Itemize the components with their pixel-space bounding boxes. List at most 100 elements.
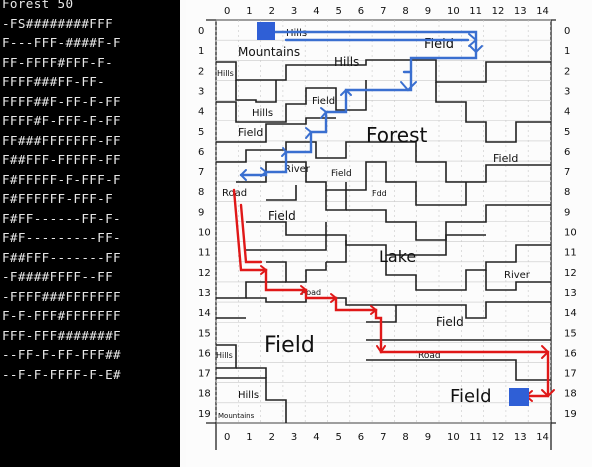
row-label-left: 19	[198, 409, 211, 420]
col-label-top: 14	[536, 6, 549, 17]
region-label-hills-4: Hills	[252, 108, 273, 119]
row-label-left: 13	[198, 288, 211, 299]
col-label-top: 4	[313, 6, 319, 17]
row-label-right: 13	[564, 288, 577, 299]
col-label-top: 7	[380, 6, 386, 17]
row-label-right: 17	[564, 369, 577, 380]
row-label-left: 18	[198, 389, 211, 400]
region-label-river-12: River	[504, 270, 531, 281]
row-label-left: 3	[198, 86, 204, 97]
row-label-right: 11	[564, 248, 577, 259]
col-label-top: 6	[358, 6, 364, 17]
col-label-bottom: 5	[336, 432, 342, 443]
region-label-road-16: Road	[418, 351, 441, 361]
row-label-right: 6	[564, 147, 570, 158]
col-label-bottom: 1	[246, 432, 252, 443]
region-label-forest: Forest	[366, 123, 428, 147]
region-label-hills-small: Hills	[217, 69, 234, 78]
row-label-left: 10	[198, 228, 211, 239]
terminal-panel: Forest 50 -FS########FFF F---FFF-####F-F FF…	[0, 0, 180, 467]
region-label-field-5: Field	[238, 126, 263, 139]
region-label-hills-top: Hills	[286, 28, 307, 39]
region-boundaries	[216, 59, 551, 423]
hand-drawn-map: Hills Mountains Hills Field Hills Hills Field F…	[186, 0, 592, 467]
row-label-right: 14	[564, 308, 577, 319]
col-label-top: 0	[224, 6, 230, 17]
row-label-left: 15	[198, 328, 211, 339]
terminal-line: F#FFFFF-F-FFF-F	[2, 171, 121, 187]
terminal-line: FF-FFFF#FFF-F-	[2, 54, 114, 70]
region-label-field-right: Field	[493, 152, 518, 165]
col-label-bottom: 10	[447, 432, 460, 443]
col-label-bottom: 3	[291, 432, 297, 443]
terminal-line: Forest 50	[2, 0, 74, 11]
row-label-right: 1	[564, 46, 570, 57]
col-label-top: 5	[336, 6, 342, 17]
red-path	[232, 188, 555, 402]
row-label-right: 18	[564, 389, 577, 400]
row-label-right: 16	[564, 348, 577, 359]
col-label-bottom: 9	[425, 432, 431, 443]
blue-path	[239, 30, 483, 181]
row-label-right: 7	[564, 167, 570, 178]
terminal-line: F##FFF-------FF	[2, 249, 121, 265]
map-svg: Hills Mountains Hills Field Hills Hills Field F…	[198, 6, 577, 450]
terminal-line: F##FFF-FFFFF-FF	[2, 152, 121, 167]
region-label-road-13: Road	[301, 288, 321, 297]
terminal-line: F#FF------FF-F-	[2, 210, 121, 226]
region-label-hills-2: Hills	[334, 55, 359, 69]
col-label-top: 12	[492, 6, 505, 17]
col-label-top: 1	[246, 6, 252, 17]
axis-labels: 0011223344556677889910101111121213131414…	[198, 6, 577, 443]
col-label-bottom: 6	[358, 432, 364, 443]
region-label-field-7: Field	[331, 169, 352, 179]
region-label-mountains: Mountains	[238, 45, 300, 59]
row-label-right: 5	[564, 127, 570, 138]
row-label-right: 0	[564, 26, 570, 37]
col-label-bottom: 4	[313, 432, 319, 443]
row-label-right: 12	[564, 268, 577, 279]
col-label-top: 11	[469, 6, 482, 17]
start-marker	[257, 22, 275, 40]
row-label-right: 2	[564, 66, 570, 77]
row-label-left: 1	[198, 46, 204, 57]
row-label-right: 15	[564, 328, 577, 339]
col-label-top: 8	[402, 6, 408, 17]
row-label-left: 9	[198, 207, 204, 218]
region-label-field-big: Field	[264, 333, 315, 358]
terminal-line: FFFF##F-FF-F-FF	[2, 93, 121, 109]
row-label-left: 2	[198, 66, 204, 77]
row-label-left: 11	[198, 248, 211, 259]
row-label-left: 14	[198, 308, 211, 319]
terminal-line: F-F-FFF#FFFFFFF	[2, 308, 121, 323]
end-marker	[509, 388, 529, 406]
terminal-line: --F-F-FFFF-F-E#	[2, 366, 121, 382]
terminal-line: FFFF###FF-FF-	[2, 74, 106, 89]
col-label-top: 10	[447, 6, 460, 17]
row-label-left: 5	[198, 127, 204, 138]
row-label-left: 7	[198, 167, 204, 178]
terminal-line: -F####FFFF--FF	[2, 269, 114, 284]
region-label-field-9: Field	[268, 209, 296, 223]
region-label-field-15: Field	[436, 315, 464, 329]
col-label-bottom: 8	[402, 432, 408, 443]
row-label-left: 12	[198, 268, 211, 279]
row-label-left: 16	[198, 348, 211, 359]
row-label-left: 4	[198, 107, 204, 118]
row-label-right: 10	[564, 228, 577, 239]
row-label-right: 19	[564, 409, 577, 420]
region-label-hills-16: Hills	[216, 351, 233, 360]
col-label-bottom: 13	[514, 432, 527, 443]
col-label-top: 3	[291, 6, 297, 17]
terminal-line: F#F---------FF-	[2, 230, 121, 245]
map-frame	[206, 19, 556, 450]
terminal-line: FF###FFFFFFF-FF	[2, 132, 121, 148]
region-label-river-7: River	[284, 164, 311, 175]
row-label-left: 6	[198, 147, 204, 158]
col-label-top: 13	[514, 6, 527, 17]
col-label-bottom: 11	[469, 432, 482, 443]
region-label-field-18: Field	[450, 386, 492, 407]
region-label-field-3: Field	[312, 96, 335, 107]
region-label-lake: Lake	[379, 247, 416, 266]
col-label-bottom: 14	[536, 432, 549, 443]
